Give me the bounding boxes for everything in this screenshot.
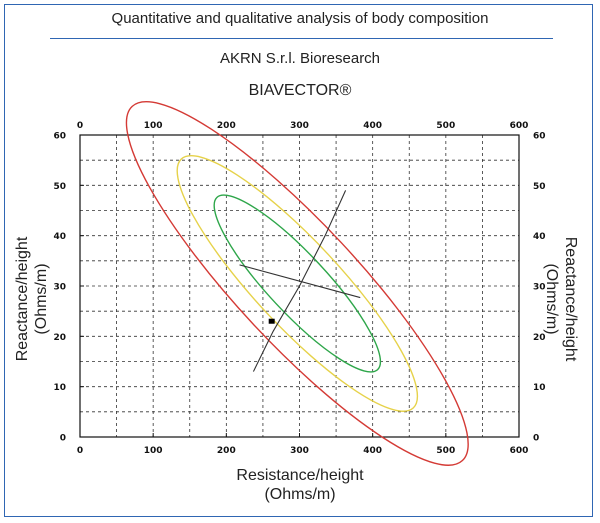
minor-axis-line bbox=[239, 264, 361, 299]
x-axis-label-line-1: Resistance/height bbox=[236, 467, 364, 484]
organization-label: AKRN S.r.l. Bioresearch bbox=[219, 50, 381, 67]
x-axis-label-line-2: (Ohms/m) bbox=[264, 486, 336, 503]
major-axis-line bbox=[252, 190, 347, 372]
y-tick-label-right: 50 bbox=[533, 182, 546, 192]
y-axis-label-right: Reactance/height (Ohms/m) bbox=[542, 179, 580, 419]
y-tick-label-right: 40 bbox=[533, 232, 546, 242]
y-tick-label-right: 10 bbox=[533, 383, 546, 393]
x-tick-label-bottom: 600 bbox=[510, 446, 529, 456]
x-tick-label-top: 600 bbox=[510, 121, 529, 131]
tolerance-ellipse-75pct bbox=[176, 155, 419, 412]
y-tick-label-left: 10 bbox=[53, 383, 66, 393]
y-tick-label-left: 50 bbox=[53, 182, 66, 192]
tolerance-ellipses bbox=[125, 101, 469, 466]
y-tick-label-right: 0 bbox=[533, 434, 539, 444]
tolerance-ellipse-50pct bbox=[213, 194, 382, 373]
x-tick-label-top: 400 bbox=[363, 121, 382, 131]
x-tick-label-top: 200 bbox=[217, 121, 236, 131]
x-tick-label-top: 500 bbox=[436, 121, 455, 131]
x-tick-label-bottom: 100 bbox=[144, 446, 163, 456]
y-tick-label-right: 60 bbox=[533, 132, 546, 142]
y-tick-label-right: 30 bbox=[533, 283, 546, 293]
data-points bbox=[268, 318, 275, 324]
tolerance-ellipse-95pct bbox=[125, 101, 469, 466]
title-divider bbox=[50, 38, 553, 39]
y-axis-label-right-line-2: (Ohms/m) bbox=[543, 263, 560, 335]
x-tick-label-bottom: 300 bbox=[290, 446, 309, 456]
x-tick-label-top: 100 bbox=[144, 121, 163, 131]
data-point bbox=[268, 318, 275, 324]
x-axis-label: Resistance/height (Ohms/m) bbox=[0, 466, 600, 504]
y-tick-label-right: 20 bbox=[533, 333, 546, 343]
y-tick-label-left: 60 bbox=[53, 132, 66, 142]
y-axis-label-left: Reactance/height (Ohms/m) bbox=[13, 179, 51, 419]
page-title: Quantitative and qualitative analysis of… bbox=[111, 10, 489, 27]
tick-labels: 0 0 100 100 200 200 300 300 400 400 500 500 600 600 0 0… bbox=[53, 121, 545, 456]
y-axis-label-left-line-2: (Ohms/m) bbox=[33, 263, 50, 335]
x-tick-label-top: 0 bbox=[77, 121, 83, 131]
y-axis-label-right-line-1: Reactance/height bbox=[562, 236, 579, 362]
x-tick-label-bottom: 0 bbox=[77, 446, 83, 456]
x-tick-label-bottom: 500 bbox=[436, 446, 455, 456]
y-tick-label-left: 30 bbox=[53, 283, 66, 293]
chart-title: BIAVECTOR® bbox=[248, 82, 352, 99]
x-tick-label-bottom: 200 bbox=[217, 446, 236, 456]
y-tick-label-left: 0 bbox=[60, 434, 66, 444]
vector-axes bbox=[239, 190, 361, 372]
y-tick-label-left: 40 bbox=[53, 232, 66, 242]
x-tick-label-bottom: 400 bbox=[363, 446, 382, 456]
x-tick-label-top: 300 bbox=[290, 121, 309, 131]
y-axis-label-left-line-1: Reactance/height bbox=[14, 236, 31, 362]
y-tick-label-left: 20 bbox=[53, 333, 66, 343]
